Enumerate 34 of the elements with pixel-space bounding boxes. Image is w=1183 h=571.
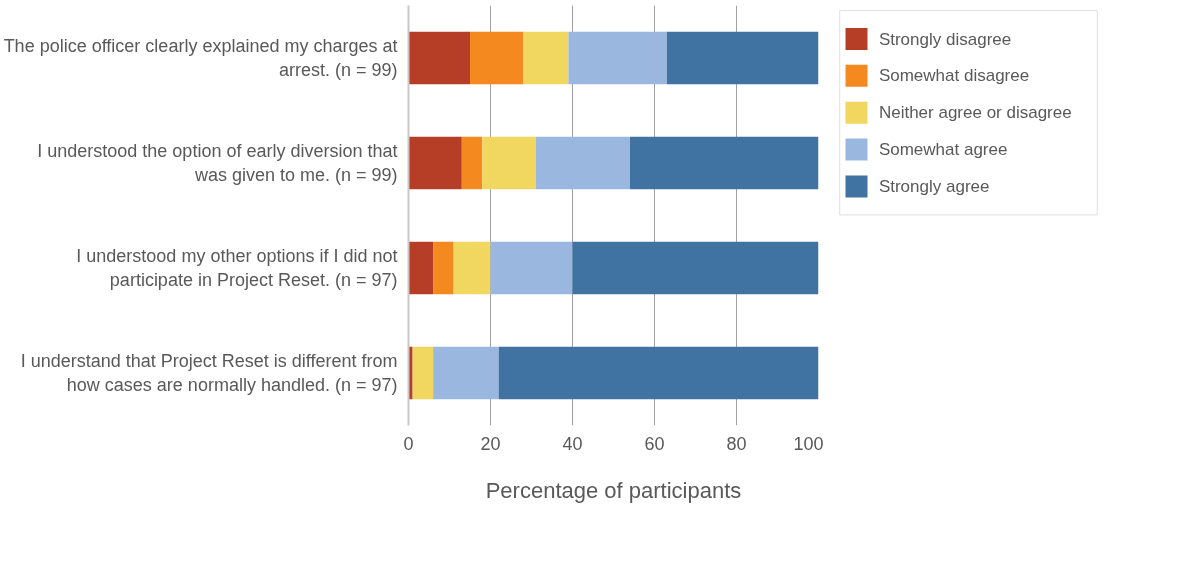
- bar: [470, 31, 524, 85]
- bar: [408, 31, 470, 85]
- bar: [482, 136, 536, 190]
- x-tick-label: 20: [480, 433, 501, 454]
- bar: [412, 346, 434, 400]
- bar: [453, 241, 491, 295]
- bar: [629, 136, 819, 190]
- bar: [572, 241, 819, 295]
- y-tick-label: The police officer clearly explained my charges at arrest. (n = 99): [3, 36, 398, 80]
- legend-label: Strongly disagree: [878, 29, 1012, 49]
- x-tick-label: 40: [562, 433, 583, 454]
- x-tick-label: 80: [726, 433, 747, 454]
- legend-label: Neither agree or disagree: [878, 103, 1072, 123]
- x-axis-title: Percentage of participants: [485, 477, 742, 503]
- legend-label: Somewhat agree: [878, 140, 1008, 160]
- x-tick-label: 100: [793, 433, 824, 454]
- y-tick-label: I understood my other options if I did not participate in Project Reset. (n = 97): [76, 246, 398, 290]
- bar: [498, 346, 819, 400]
- bar: [568, 31, 667, 85]
- x-tick-label: 0: [403, 433, 414, 454]
- bar: [433, 241, 454, 295]
- bar: [666, 31, 819, 85]
- bar: [535, 136, 630, 190]
- bar: [408, 136, 462, 190]
- legend-label: Strongly agree: [878, 176, 990, 196]
- legend-label: Somewhat disagree: [878, 66, 1030, 86]
- y-tick-label: I understood the option of early diversion that was given to me. (n = 99): [37, 141, 398, 185]
- bar: [461, 136, 483, 190]
- x-tick-label: 60: [644, 433, 665, 454]
- bar: [523, 31, 569, 85]
- bar: [408, 241, 434, 295]
- y-tick-label: I understand that Project Reset is different from how cases are normally handled. (n = 97): [20, 351, 398, 395]
- bar: [433, 346, 499, 400]
- bar: [490, 241, 573, 295]
